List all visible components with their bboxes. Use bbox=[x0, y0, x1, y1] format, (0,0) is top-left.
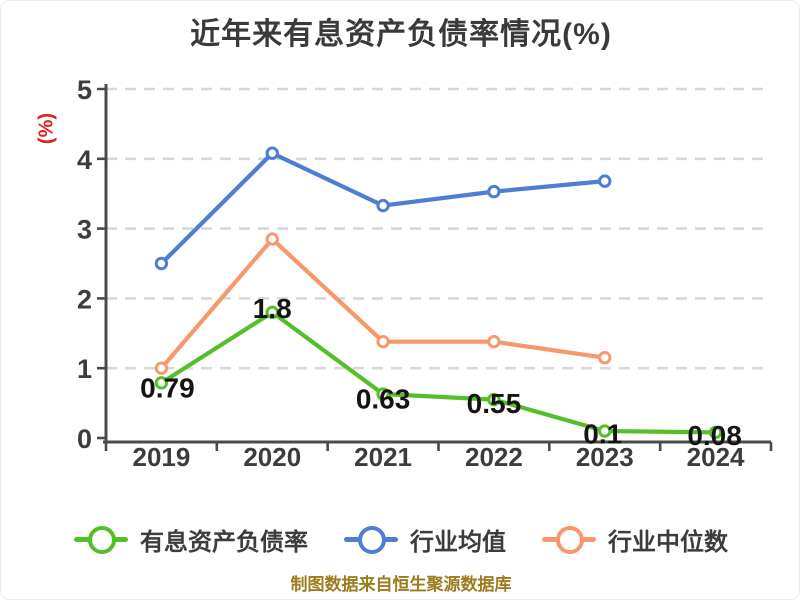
data-point[interactable] bbox=[708, 425, 723, 440]
y-tick-label: 2 bbox=[77, 284, 92, 314]
data-point[interactable] bbox=[265, 146, 279, 160]
data-point[interactable] bbox=[376, 198, 390, 213]
data-point[interactable] bbox=[487, 334, 501, 349]
data-point[interactable] bbox=[154, 361, 169, 375]
legend-label: 行业中位数 bbox=[608, 528, 728, 556]
data-point-label: 1.8 bbox=[253, 293, 292, 324]
legend-label: 有息资产负债率 bbox=[140, 528, 308, 556]
x-tick-label: 2019 bbox=[132, 442, 190, 472]
y-tick-label: 4 bbox=[77, 145, 92, 175]
plot-area: 0 1 2 3 4 5 2019 2020 2021 2022 2023 2024 0.79 1.8 0.6… bbox=[77, 75, 773, 472]
legend-marker-orange bbox=[542, 525, 596, 554]
legend-marker-blue bbox=[344, 525, 398, 554]
data-point[interactable] bbox=[154, 376, 169, 390]
data-point-label: 0.08 bbox=[687, 420, 742, 451]
x-tick-label: 2024 bbox=[687, 442, 745, 472]
data-point[interactable] bbox=[265, 232, 279, 246]
data-source-note: 制图数据来自恒生聚源数据库 bbox=[290, 575, 512, 594]
data-point-label: 0.55 bbox=[467, 388, 522, 419]
legend: 有息资产负债率 行业均值 行业中位数 bbox=[1, 517, 799, 561]
series-line-0[interactable] bbox=[159, 310, 718, 435]
x-tick-label: 2021 bbox=[354, 442, 412, 472]
data-point-label: 0.79 bbox=[140, 372, 195, 403]
data-point[interactable] bbox=[487, 392, 501, 407]
legend-circle-icon bbox=[556, 526, 584, 554]
y-tick-label: 1 bbox=[77, 354, 92, 384]
y-tick-label: 0 bbox=[77, 424, 92, 454]
data-point[interactable] bbox=[154, 256, 169, 271]
data-point[interactable] bbox=[265, 305, 279, 320]
x-tick-label: 2020 bbox=[243, 442, 301, 472]
data-point-label: 0.1 bbox=[583, 419, 622, 450]
x-tick-label: 2023 bbox=[576, 442, 634, 472]
series-line-2[interactable] bbox=[159, 236, 607, 371]
legend-item-loan-ratio[interactable]: 有息资产负债率 bbox=[74, 522, 308, 557]
data-point[interactable] bbox=[376, 334, 390, 349]
legend-item-industry-median[interactable]: 行业中位数 bbox=[542, 522, 728, 557]
data-point[interactable] bbox=[598, 424, 612, 438]
chart-title: 近年来有息资产负债率情况(%) bbox=[190, 18, 612, 51]
x-tick-label: 2022 bbox=[465, 442, 523, 472]
y-tick-label: 5 bbox=[77, 75, 92, 105]
data-point-label: 0.63 bbox=[356, 384, 411, 415]
data-point[interactable] bbox=[598, 351, 612, 365]
data-point[interactable] bbox=[376, 387, 390, 401]
legend-circle-icon bbox=[88, 526, 116, 554]
y-tick-label: 3 bbox=[77, 215, 92, 245]
data-point[interactable] bbox=[487, 184, 501, 199]
legend-label: 行业均值 bbox=[410, 528, 506, 556]
legend-circle-icon bbox=[358, 526, 386, 554]
legend-marker-green bbox=[74, 525, 128, 554]
data-point[interactable] bbox=[598, 174, 612, 188]
legend-item-industry-mean[interactable]: 行业均值 bbox=[344, 522, 506, 557]
